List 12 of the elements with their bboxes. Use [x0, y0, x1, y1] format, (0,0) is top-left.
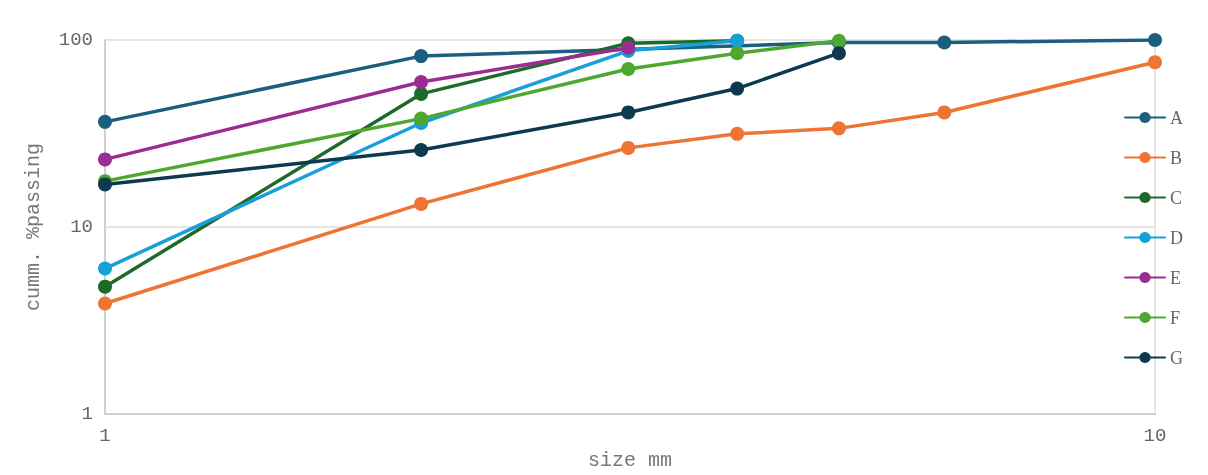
- legend-label: A: [1170, 107, 1183, 128]
- legend-label: G: [1170, 347, 1183, 368]
- legend-label: B: [1170, 147, 1183, 168]
- y-tick-label: 10: [70, 216, 93, 239]
- y-tick-label: 1: [81, 403, 93, 426]
- legend-label: C: [1170, 187, 1183, 208]
- legend-label: F: [1170, 307, 1181, 328]
- y-axis-title: cumm. %passing: [21, 143, 45, 312]
- legend-label: D: [1170, 227, 1183, 248]
- y-tick-label: 100: [58, 29, 93, 51]
- legend-label: E: [1170, 267, 1181, 288]
- x-axis-title: size mm: [587, 448, 673, 472]
